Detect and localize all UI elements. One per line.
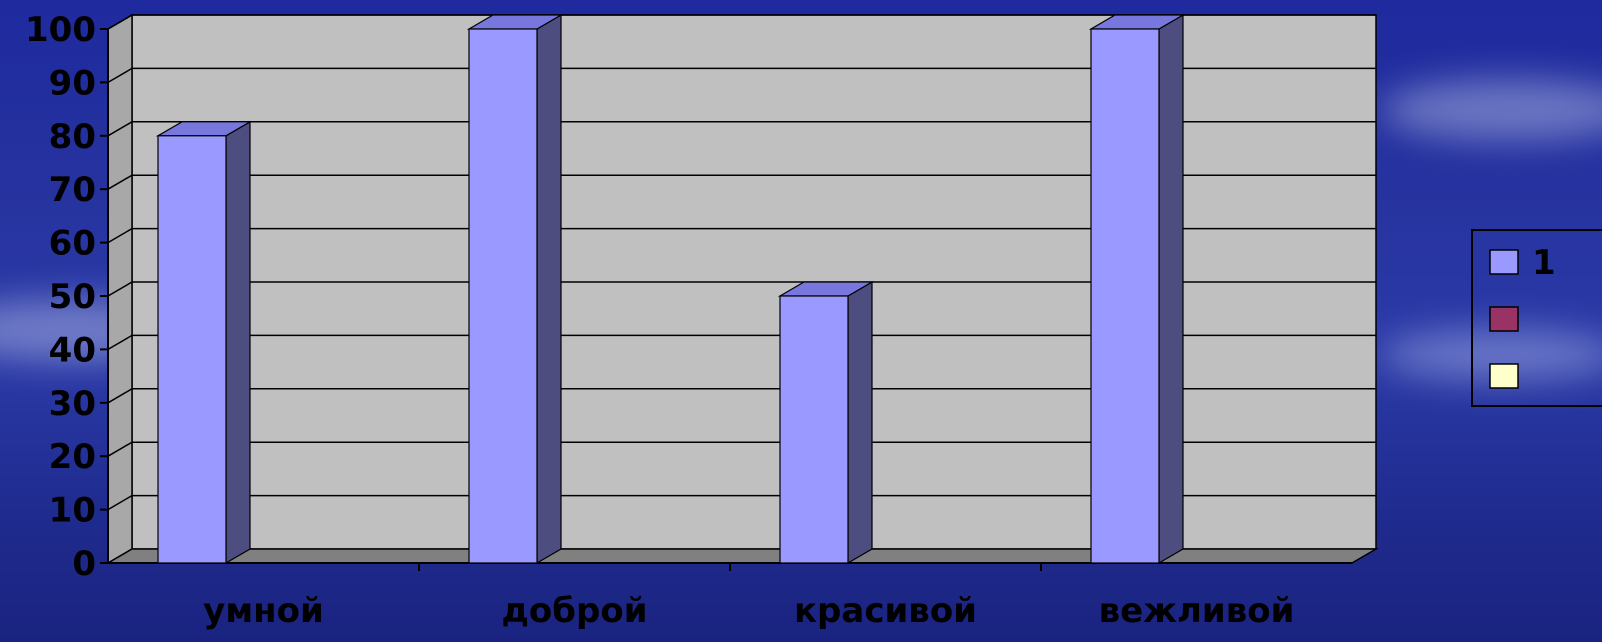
- legend-swatch: [1489, 249, 1519, 275]
- gridline: [107, 388, 1376, 404]
- y-tick-label: 40: [49, 330, 96, 370]
- gridline: [107, 441, 1376, 457]
- legend-box: [1471, 229, 1602, 407]
- gridline: [107, 121, 1376, 137]
- y-tick-label: 0: [72, 544, 96, 584]
- floor: [105, 548, 1379, 564]
- gridline: [107, 281, 1376, 297]
- y-axis-ticks: 0 10 20 30 40 50 60 70 80 90 100: [25, 10, 109, 584]
- y-tick-label: 50: [49, 277, 96, 317]
- y-tick-label: 90: [49, 63, 96, 103]
- y-tick-label: 60: [49, 224, 96, 264]
- x-axis: [108, 562, 1352, 571]
- category-labels: умной доброй красивой вежливой: [203, 591, 1294, 631]
- y-tick-label: 80: [49, 117, 96, 157]
- y-tick-label: 100: [25, 10, 96, 50]
- bar: [157, 135, 227, 564]
- gridline: [107, 227, 1376, 244]
- y-tick-label: 10: [49, 491, 96, 531]
- y-tick-label: 20: [49, 437, 96, 477]
- category-label: умной: [203, 591, 324, 631]
- legend-swatch: [1489, 306, 1519, 332]
- bar-side: [225, 120, 251, 565]
- chart-walls: [105, 13, 1379, 565]
- bars: [155, 13, 1186, 565]
- category-label: доброй: [501, 591, 647, 631]
- background-cloud: [1380, 80, 1602, 140]
- gridline: [107, 334, 1376, 351]
- gridlines: [107, 14, 1376, 511]
- gridline: [107, 67, 1376, 84]
- bar: [779, 295, 849, 564]
- y-tick-label: 70: [49, 170, 96, 210]
- bar-side: [847, 280, 873, 565]
- legend: 1: [1471, 229, 1602, 407]
- bar-side: [536, 13, 562, 565]
- gridline: [107, 494, 1376, 511]
- legend-swatch: [1489, 363, 1519, 389]
- y-tick-label: 30: [49, 384, 96, 424]
- category-label: красивой: [794, 591, 977, 631]
- bar: [468, 28, 538, 564]
- bar-side: [1158, 13, 1184, 565]
- gridline: [107, 14, 1376, 30]
- bar: [1090, 28, 1160, 564]
- category-label: вежливой: [1099, 591, 1295, 631]
- gridline: [107, 174, 1376, 190]
- legend-label: 1: [1532, 243, 1556, 283]
